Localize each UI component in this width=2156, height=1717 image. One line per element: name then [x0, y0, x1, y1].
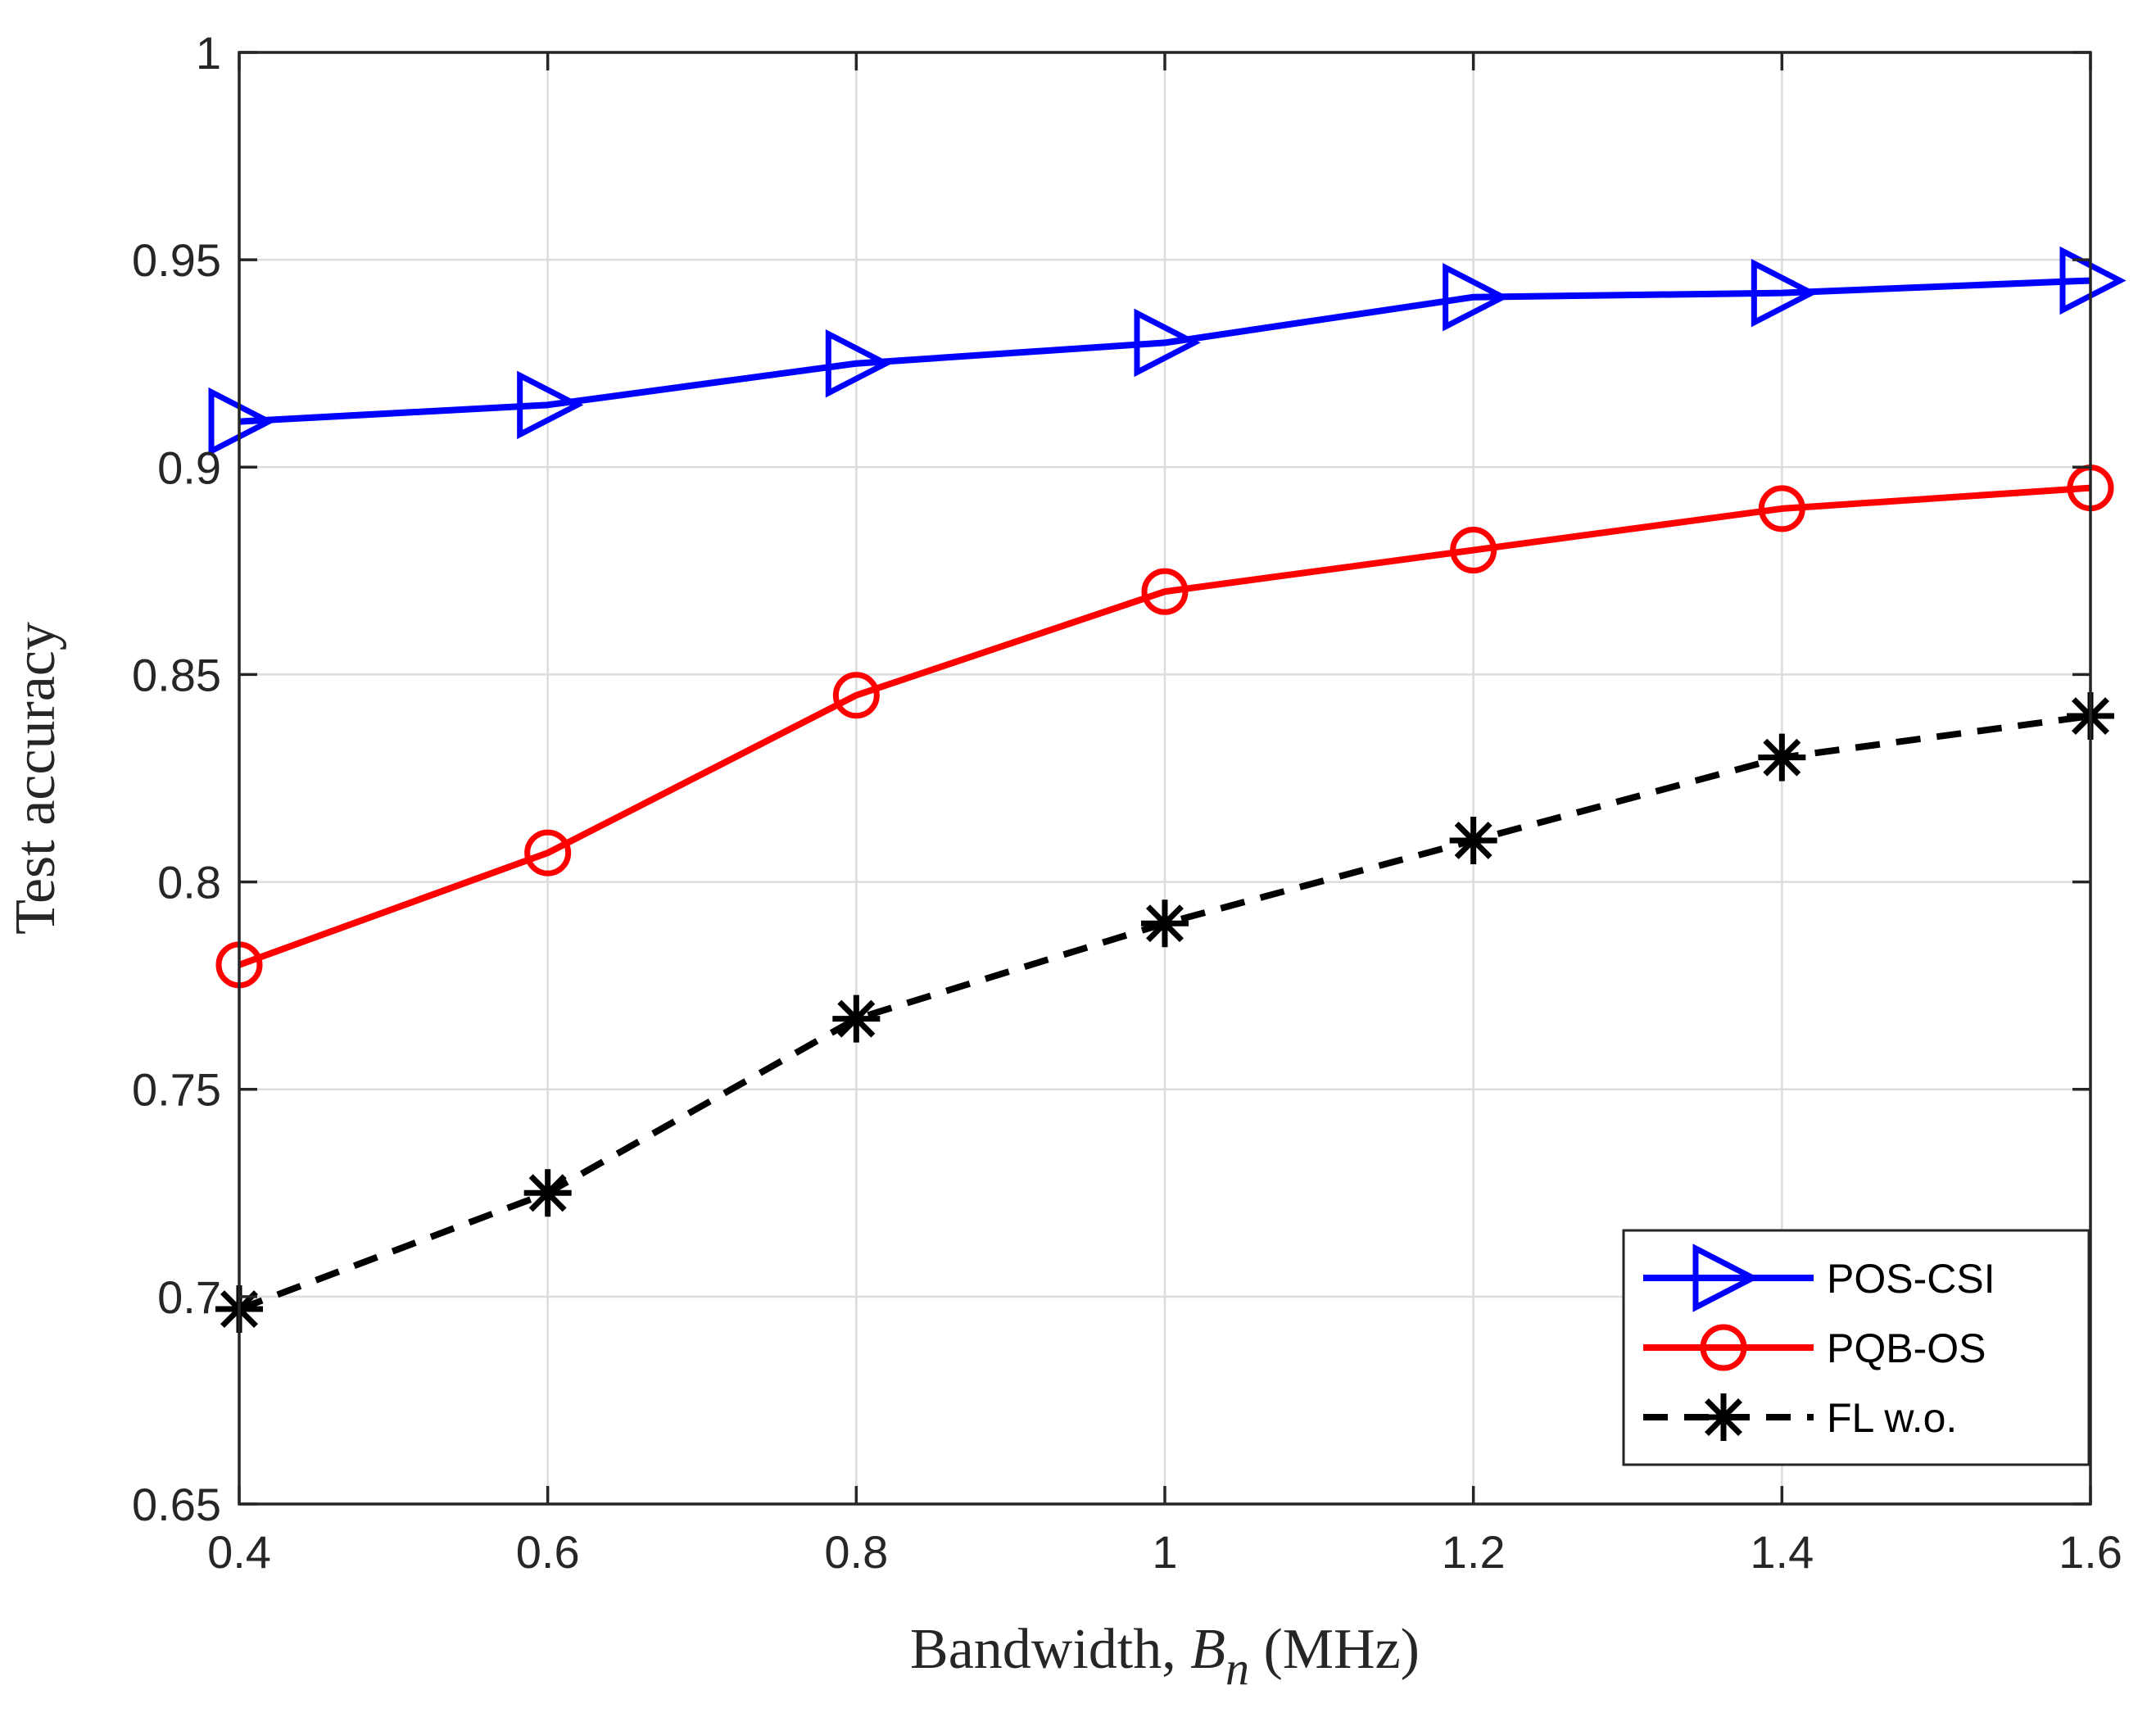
data-point — [1141, 568, 1189, 615]
legend-marker — [1692, 1244, 1760, 1312]
x-axis-label: Bandwidth, Bn (MHz) — [910, 1618, 1420, 1695]
legend-label: PQB-OS — [1827, 1325, 1986, 1371]
axis-ticks: 0.4 0.6 0.8 1 1.2 1.4 1.6 0.65 0.7 0.75 0.8 0.85 0.9… — [132, 27, 2122, 1578]
series-0 — [208, 246, 2127, 456]
y-tick-label: 0.8 — [157, 857, 221, 908]
data-point — [832, 994, 881, 1043]
data-point — [517, 370, 584, 440]
x-axis-label-variable: B — [1190, 1618, 1225, 1681]
y-tick-label: 0.9 — [157, 442, 221, 493]
x-axis-label-unit: (MHz) — [1249, 1618, 1420, 1681]
x-axis-label-subscript: n — [1225, 1642, 1249, 1695]
legend-marker — [1700, 1324, 1747, 1371]
y-tick-label: 0.7 — [157, 1271, 221, 1323]
y-tick-label: 0.85 — [132, 649, 221, 700]
legend-label: POS-CSI — [1827, 1256, 1995, 1302]
data-point — [524, 829, 572, 877]
data-point — [1134, 308, 1201, 378]
x-tick-label: 1 — [1152, 1526, 1177, 1578]
data-point — [1758, 733, 1806, 781]
data-point — [1443, 262, 1510, 332]
x-tick-label: 1.4 — [1750, 1526, 1814, 1578]
series-1 — [215, 464, 2114, 989]
legend-marker — [1700, 1393, 1747, 1441]
y-tick-label: 0.95 — [132, 234, 221, 286]
series-line — [238, 277, 2091, 425]
y-tick-label: 0.65 — [132, 1479, 221, 1530]
data-point — [523, 1169, 572, 1217]
legend-label: FL w.o. — [1827, 1395, 1957, 1441]
data-point — [832, 672, 880, 719]
legend-entry: POS-CSI — [1643, 1244, 1995, 1312]
series-line — [238, 484, 2091, 968]
x-tick-label: 0.6 — [516, 1526, 580, 1578]
data-point — [825, 328, 892, 398]
x-tick-label: 1.2 — [1442, 1526, 1506, 1578]
x-axis-label-text: Bandwidth, — [910, 1618, 1190, 1681]
data-point — [1450, 527, 1497, 574]
data-point — [1141, 899, 1189, 948]
x-tick-label: 1.6 — [2059, 1526, 2122, 1578]
x-tick-label: 0.8 — [824, 1526, 888, 1578]
data-point — [1449, 816, 1497, 864]
legend: POS-CSI PQB-OS FL w.o. — [1622, 1229, 2090, 1466]
legend-entry: FL w.o. — [1643, 1393, 1957, 1441]
y-tick-label: 0.75 — [132, 1064, 221, 1116]
y-tick-label: 1 — [196, 27, 221, 79]
data-point — [1758, 485, 1805, 532]
x-tick-label: 0.4 — [207, 1526, 271, 1578]
y-axis-label: Test accuracy — [4, 622, 67, 935]
data-point — [1751, 258, 1818, 328]
legend-entry: PQB-OS — [1643, 1324, 1986, 1371]
